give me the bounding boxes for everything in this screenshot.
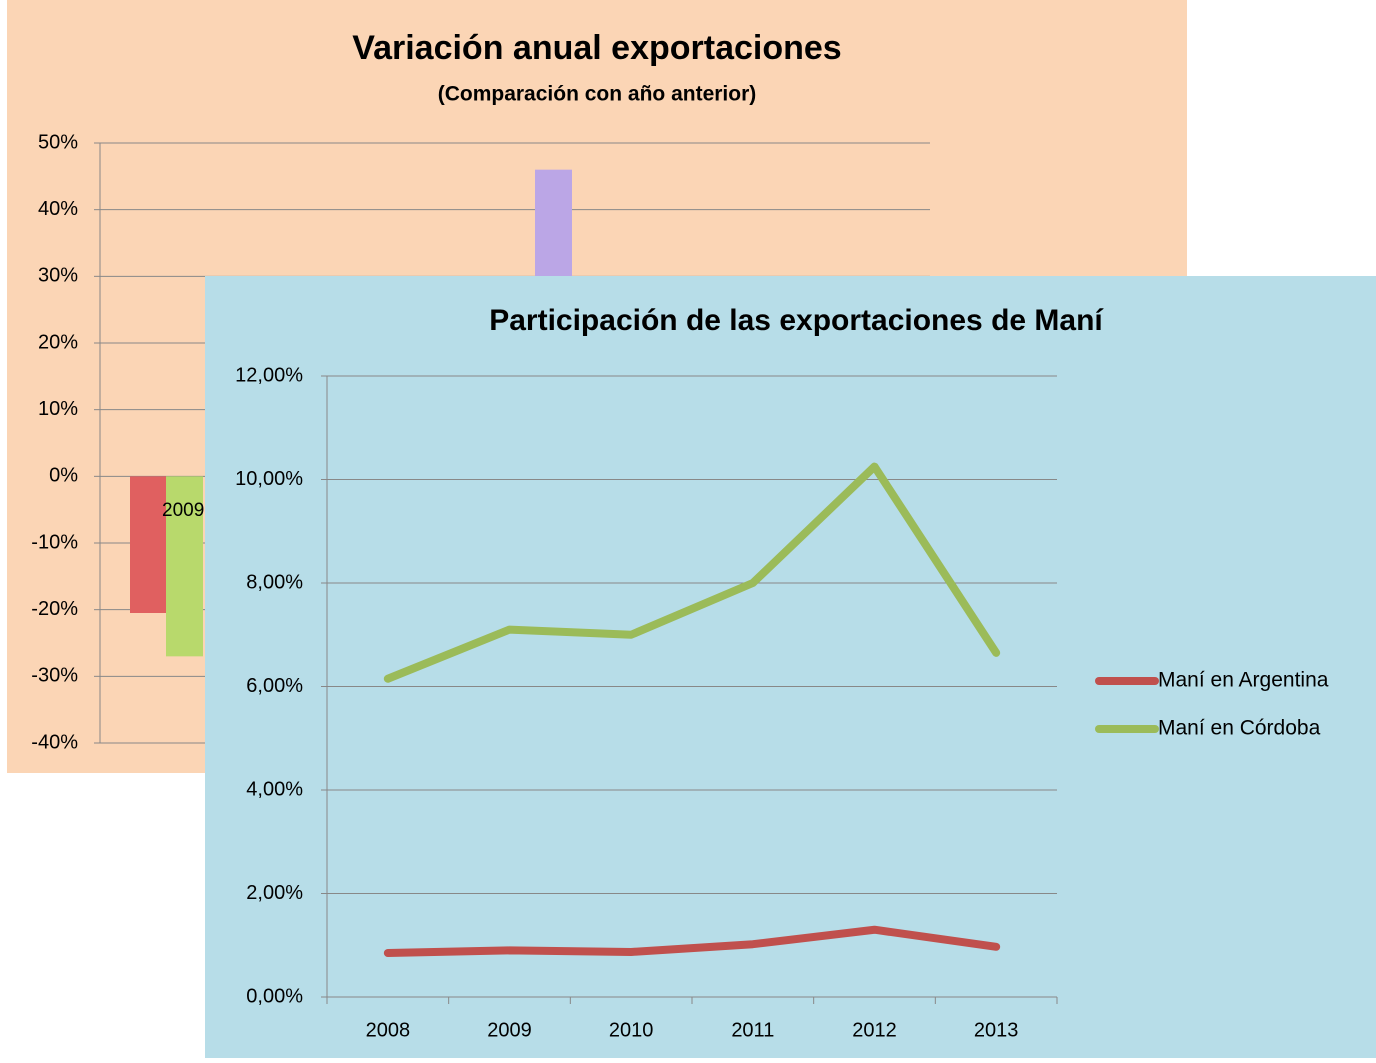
y-tick-label: 0,00%	[246, 985, 303, 1007]
y-tick-label: 40%	[38, 198, 78, 220]
y-tick-label: -20%	[31, 598, 78, 620]
y-tick-label: 6,00%	[246, 675, 303, 697]
line	[383, 925, 1001, 958]
y-tick-label: 10,00%	[235, 468, 303, 490]
y-tick-label: 2,00%	[246, 882, 303, 904]
x-tick-label: 2009	[487, 1019, 532, 1041]
x-tick-label: 2010	[609, 1019, 654, 1041]
x-tick-label: 2011	[731, 1019, 774, 1041]
x-tick-label: 2013	[974, 1019, 1019, 1041]
front-chart-area	[205, 276, 1376, 1058]
chart-title: Participación de las exportaciones de Ma…	[489, 304, 1104, 337]
chart-title: Variación anual exportaciones	[352, 29, 841, 67]
y-tick-label: 12,00%	[235, 364, 303, 386]
y-tick-label: 0%	[49, 465, 78, 487]
legend-label: Maní en Córdoba	[1158, 717, 1321, 740]
legend-label: Maní en Argentina	[1158, 669, 1329, 692]
bar	[166, 476, 203, 657]
bar	[130, 476, 167, 613]
y-tick-label: -30%	[31, 665, 78, 687]
x-tick-label: 2008	[366, 1019, 411, 1041]
y-tick-label: 50%	[38, 131, 78, 153]
y-tick-label: 4,00%	[246, 778, 303, 800]
front-plot: 0,00% 2,00% 4,00% 6,00% 8,00% 10,00% 12,00% 200…	[235, 364, 1329, 1041]
category-label: 2009	[162, 500, 204, 521]
chart-subtitle: (Comparación con año anterior)	[438, 83, 757, 106]
y-tick-label: 10%	[38, 398, 78, 420]
y-tick-label: 20%	[38, 331, 78, 353]
y-tick-label: 8,00%	[246, 571, 303, 593]
y-tick-label: -40%	[31, 731, 78, 753]
y-tick-label: 30%	[38, 265, 78, 287]
x-tick-label: 2012	[852, 1019, 897, 1041]
line	[383, 462, 1001, 683]
y-tick-label: -10%	[31, 531, 78, 553]
